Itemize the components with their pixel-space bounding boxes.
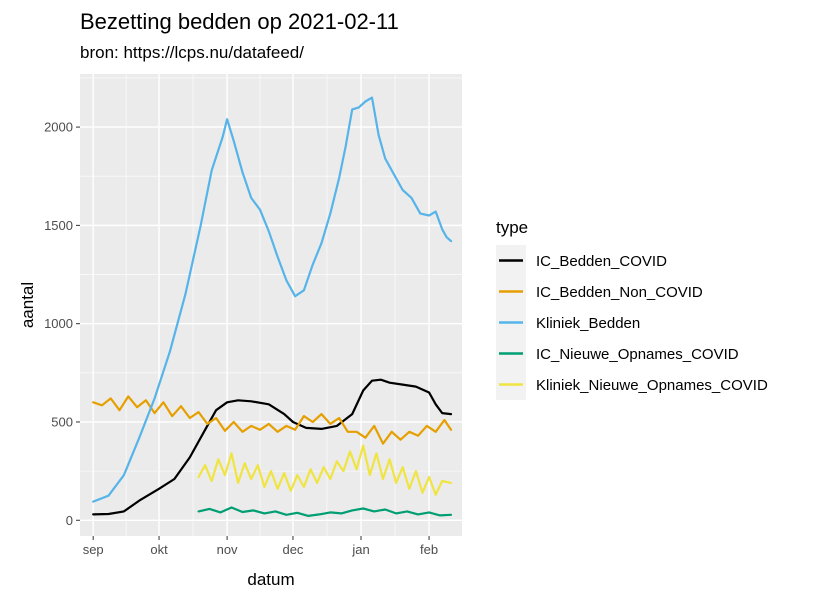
- chart-title: Bezetting bedden op 2021-02-11: [80, 9, 399, 34]
- legend-label-kliniek-nieuwe-opnames-covid: Kliniek_Nieuwe_Opnames_COVID: [536, 377, 768, 394]
- plot-panel: [80, 74, 462, 536]
- legend-label-ic-bedden-covid: IC_Bedden_COVID: [536, 253, 667, 270]
- series-line-kliniek-bedden: [92, 96, 453, 503]
- y-axis: 0 500 1000 1500 2000: [44, 120, 80, 528]
- series-line-ic-nieuwe-opnames-covid: [197, 506, 453, 517]
- x-tick-label: okt: [150, 542, 168, 557]
- y-tick-label: 0: [66, 513, 73, 528]
- x-tick-label: jan: [351, 542, 369, 557]
- chart-subtitle: bron: https://lcps.nu/datafeed/: [80, 43, 304, 62]
- series-layer: [92, 96, 453, 517]
- y-axis-title: aantal: [18, 282, 37, 328]
- x-axis: sep okt nov dec jan feb: [83, 536, 438, 557]
- legend-title: type: [496, 218, 528, 237]
- x-tick-label: dec: [282, 542, 303, 557]
- legend-label-ic-nieuwe-opnames-covid: IC_Nieuwe_Opnames_COVID: [536, 346, 739, 363]
- y-tick-label: 500: [51, 414, 73, 429]
- series-line-ic-bedden-non-covid: [92, 395, 453, 445]
- x-tick-label: sep: [83, 542, 104, 557]
- series-line-kliniek-nieuwe-opnames-covid: [197, 444, 453, 496]
- x-tick-label: nov: [217, 542, 238, 557]
- x-tick-label: feb: [420, 542, 438, 557]
- y-tick-label: 2000: [44, 120, 73, 135]
- y-tick-label: 1000: [44, 316, 73, 331]
- legend-label-ic-bedden-non-covid: IC_Bedden_Non_COVID: [536, 284, 703, 301]
- legend-label-kliniek-bedden: Kliniek_Bedden: [536, 315, 640, 332]
- grid-major: [80, 74, 462, 536]
- series-line-ic-bedden-covid: [92, 378, 453, 516]
- x-axis-title: datum: [247, 570, 294, 589]
- legend: type IC_Bedden_COVID IC_Bedden_Non_COVID K…: [496, 218, 768, 400]
- y-tick-label: 1500: [44, 218, 73, 233]
